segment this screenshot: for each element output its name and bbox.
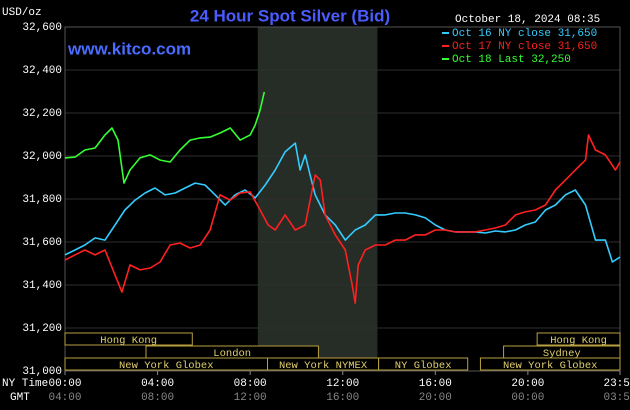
y-tick-label: 31,200 [22, 323, 62, 335]
y-tick-label: 31,400 [22, 280, 62, 292]
session-label: New York NYMEX [279, 360, 368, 372]
y-tick-label: 32,400 [22, 65, 62, 77]
x-tick-label: 16:00 [419, 378, 452, 390]
session-label: Sydney [543, 348, 581, 360]
x-tick-label: 20:00 [511, 378, 544, 390]
series-line [64, 134, 621, 304]
x-tick-label: 12:00 [326, 378, 359, 390]
y-tick-label: 31,000 [22, 366, 62, 378]
session-box [378, 357, 469, 371]
x-tick-label: 08:00 [234, 378, 267, 390]
legend-label: Oct 16 NY close 31,650 [452, 28, 597, 40]
session-label: New York Globex [119, 360, 214, 372]
x-tick-label: 23:59 [603, 378, 630, 390]
series-line [64, 142, 621, 263]
session-label: Hong Kong [550, 335, 607, 347]
session-label: London [213, 348, 251, 360]
x2-tick-label: 20:00 [419, 392, 452, 404]
y-axis-label: USD/oz [2, 7, 42, 19]
x-tick-label: 00:00 [48, 378, 81, 390]
x2-tick-label: 04:00 [48, 392, 81, 404]
x-tick-label: 04:00 [141, 378, 174, 390]
session-box [479, 357, 621, 371]
x2-tick-label: 12:00 [234, 392, 267, 404]
x-axis-label: NY Time [2, 378, 48, 390]
timestamp: October 18, 2024 08:35 [455, 14, 600, 26]
series-line [64, 91, 266, 184]
x2-tick-label: 08:00 [141, 392, 174, 404]
session-box [536, 332, 621, 346]
y-tick-label: 31,600 [22, 237, 62, 249]
chart-title: 24 Hour Spot Silver (Bid) [190, 6, 390, 25]
y-tick-label: 31,800 [22, 194, 62, 206]
y-tick-label: 32,000 [22, 151, 62, 163]
y-tick-label: 32,600 [22, 22, 62, 34]
website: www.kitco.com [67, 39, 191, 58]
session-label: NY Globex [395, 360, 452, 372]
x2-tick-label: 00:00 [511, 392, 544, 404]
x2-tick-label: 03:59 [603, 392, 630, 404]
session-label: New York Globex [503, 360, 598, 372]
y-tick-label: 32,200 [22, 108, 62, 120]
legend-label: Oct 17 NY close 31,650 [452, 41, 597, 53]
session-box [64, 332, 193, 346]
x2-tick-label: 16:00 [326, 392, 359, 404]
x2-axis-label: GMT [10, 392, 30, 404]
session-label: Hong Kong [100, 335, 157, 347]
legend-label: Oct 18 Last 32,250 [452, 54, 571, 66]
